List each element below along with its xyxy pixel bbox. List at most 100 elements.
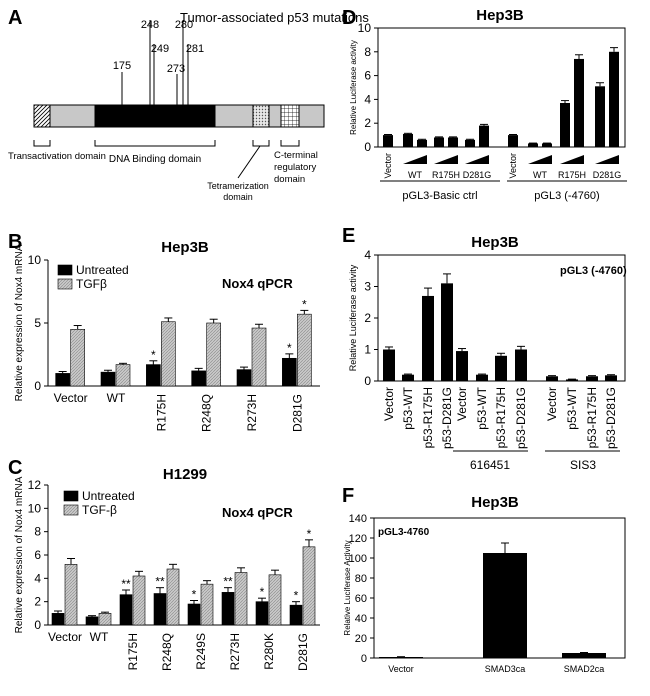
dose-wedge — [528, 155, 552, 164]
x-tick-label: Vector — [383, 153, 393, 179]
x-tick-label: R280K — [262, 633, 276, 670]
bar-d-0 — [383, 135, 393, 147]
bar-d-13 — [609, 51, 619, 147]
bar-e-10 — [586, 376, 598, 381]
bar-untreated-r248q — [191, 370, 206, 387]
x-tick-label: D281G — [290, 394, 304, 432]
x-tick-label: R248Q — [200, 394, 214, 432]
y-tick-label: 20 — [355, 633, 367, 645]
x-tick-label: D281G — [593, 170, 622, 180]
mutation-label-175: 175 — [113, 60, 131, 72]
x-tick-label: R273H — [228, 633, 242, 670]
y-tick-label: 100 — [349, 553, 367, 565]
chart-annotation: pGL3-4760 — [378, 527, 430, 538]
x-tick-label: R249S — [194, 633, 208, 670]
panel-a-label: A — [8, 7, 22, 29]
chart-annotation: Nox4 qPCR — [222, 505, 293, 520]
y-tick-label: 40 — [355, 613, 367, 625]
dna-binding-label: DNA Binding domain — [109, 154, 201, 165]
chart-title: Hep3B — [471, 494, 519, 511]
tetramerization-label-box: Tetramerization domain — [207, 181, 269, 202]
x-tick-label: R248Q — [160, 633, 174, 671]
bar-d-3 — [434, 137, 444, 147]
y-tick-label: 4 — [364, 92, 371, 106]
significance-marker: * — [294, 589, 299, 603]
significance-marker: * — [260, 585, 265, 599]
panel-b-label: B — [8, 231, 22, 253]
x-tick-label: p53-R175H — [421, 387, 435, 448]
y-tick-label: 8 — [34, 525, 41, 539]
chart-f: 0 20 40 60 80 100 120 140 Hep3B Relative Lucifera… — [343, 494, 626, 674]
x-tick-label: SMAD3ca — [485, 664, 526, 674]
significance-marker: * — [192, 588, 197, 602]
bar-untreated-r249s — [187, 603, 201, 626]
legend-swatch — [57, 278, 73, 290]
significance-marker: * — [287, 341, 292, 355]
y-tick-label: 0 — [364, 374, 371, 388]
bar-tgf--d281g — [302, 546, 316, 626]
bar-tgf--vector — [64, 564, 78, 626]
bar-d-1 — [403, 133, 413, 147]
y-tick-label: 8 — [364, 45, 371, 59]
bar-e-7 — [515, 349, 527, 381]
x-tick-label: p53-R175H — [494, 387, 508, 448]
chart-annotation: Nox4 qPCR — [222, 276, 293, 291]
dose-wedge — [560, 155, 584, 164]
y-tick-label: 2 — [364, 311, 371, 325]
mutation-label-280: 280 — [175, 19, 193, 31]
y-tick-label: 0 — [364, 140, 371, 154]
bar-e-2 — [422, 295, 434, 381]
y-tick-label: 12 — [28, 478, 42, 492]
x-tick-label: Vector — [545, 387, 559, 421]
chart-c: 0 2 4 6 8 10 12 H1299 Relative expression of Nox… — [14, 466, 320, 671]
x-tick-label: p53-WT — [475, 386, 489, 429]
bar-untreated-r273h — [236, 369, 252, 387]
x-tick-label: p53-R175H — [585, 387, 599, 448]
bar-e-0 — [383, 349, 395, 381]
significance-marker: ** — [121, 577, 131, 591]
y-tick-label: 0 — [34, 618, 41, 632]
mutation-label-248: 248 — [141, 19, 159, 31]
bar-e-3 — [441, 283, 453, 381]
bar-untreated-vector — [51, 613, 65, 626]
y-tick-label: 4 — [364, 248, 371, 262]
y-tick-label: 4 — [34, 571, 41, 585]
x-tick-label: Vector — [382, 387, 396, 421]
bar-f-2 — [562, 653, 606, 658]
x-tick-label: WT — [533, 170, 547, 180]
y-tick-label: 120 — [349, 533, 367, 545]
significance-marker: ** — [155, 575, 165, 589]
bar-tgf--r280k — [268, 574, 282, 626]
bracket-label: pGL3-Basic ctrl — [402, 190, 477, 202]
chart-title: H1299 — [163, 466, 207, 483]
dose-wedge — [465, 155, 489, 164]
mutation-label-273: 273 — [167, 63, 185, 75]
y-tick-label: 140 — [349, 513, 367, 525]
legend-label: Untreated — [82, 489, 135, 503]
bar-d-7 — [508, 135, 518, 147]
panel-a: A Tumor-associated p53 mutations 175 248… — [8, 7, 369, 202]
dose-wedge — [595, 155, 619, 164]
y-tick-label: 3 — [364, 280, 371, 294]
x-tick-label: D281G — [463, 170, 492, 180]
chart-annotation: pGL3 (-4760) — [560, 265, 627, 277]
bar-d-8 — [528, 143, 538, 147]
x-tick-label: R175H — [154, 394, 168, 431]
y-tick-label: 60 — [355, 593, 367, 605]
x-tick-label: Vector — [455, 387, 469, 421]
y-tick-label: 0 — [361, 653, 367, 665]
bar-d-6 — [479, 125, 489, 147]
y-tick-label: 2 — [364, 116, 371, 130]
y-tick-label: 0 — [34, 379, 41, 393]
p53-protein-bar — [33, 104, 325, 128]
y-tick-label: 2 — [34, 595, 41, 609]
panel-c-label: C — [8, 457, 22, 479]
x-tick-label: R175H — [558, 170, 586, 180]
bar-tgf--r273h — [251, 327, 267, 387]
bar-tgf--r175h — [161, 321, 176, 387]
bar-untreated-vector — [55, 373, 70, 387]
chart-d: 0 2 4 6 8 10 Hep3B Relative Luciferase activity… — [349, 7, 627, 202]
x-tick-label: R175H — [126, 633, 140, 670]
significance-marker: * — [302, 297, 307, 311]
legend-label: TGFβ — [76, 277, 107, 291]
